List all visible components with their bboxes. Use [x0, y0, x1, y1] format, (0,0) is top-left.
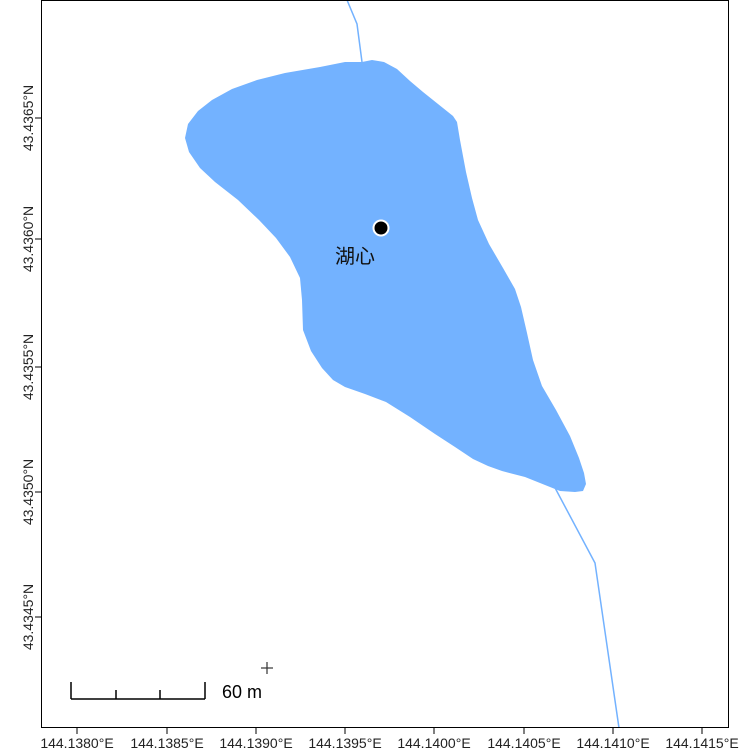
x-tick-label: 144.1390°E: [219, 735, 292, 750]
x-axis: 144.1380°E 144.1385°E 144.1390°E 144.1395°E…: [40, 728, 739, 750]
lake-center-point[interactable]: [372, 219, 390, 237]
y-tick-label: 43.4345°N: [20, 584, 36, 650]
y-tick-label: 43.4360°N: [20, 206, 36, 272]
x-tick-label: 144.1415°E: [665, 735, 738, 750]
y-tick-label: 43.4355°N: [20, 334, 36, 400]
scale-bar-label: 60 m: [222, 682, 262, 702]
x-tick-label: 144.1380°E: [40, 735, 113, 750]
stream-north: [346, 0, 363, 63]
x-tick-label: 144.1405°E: [487, 735, 560, 750]
lake-polygon[interactable]: [185, 60, 586, 492]
y-tick-label: 43.4350°N: [20, 459, 36, 525]
x-tick-label: 144.1385°E: [130, 735, 203, 750]
x-tick-label: 144.1410°E: [576, 735, 649, 750]
x-tick-label: 144.1400°E: [397, 735, 470, 750]
scale-bar: [70, 682, 206, 700]
x-tick-label: 144.1395°E: [308, 735, 381, 750]
lake-label: 湖心: [335, 244, 375, 268]
y-axis: 43.4345°N 43.4350°N 43.4355°N 43.4360°N 43.4…: [20, 85, 41, 650]
crosshair-icon: [261, 662, 273, 674]
map-frame: [41, 0, 729, 728]
y-tick-label: 43.4365°N: [20, 85, 36, 151]
stream-south: [552, 483, 620, 729]
